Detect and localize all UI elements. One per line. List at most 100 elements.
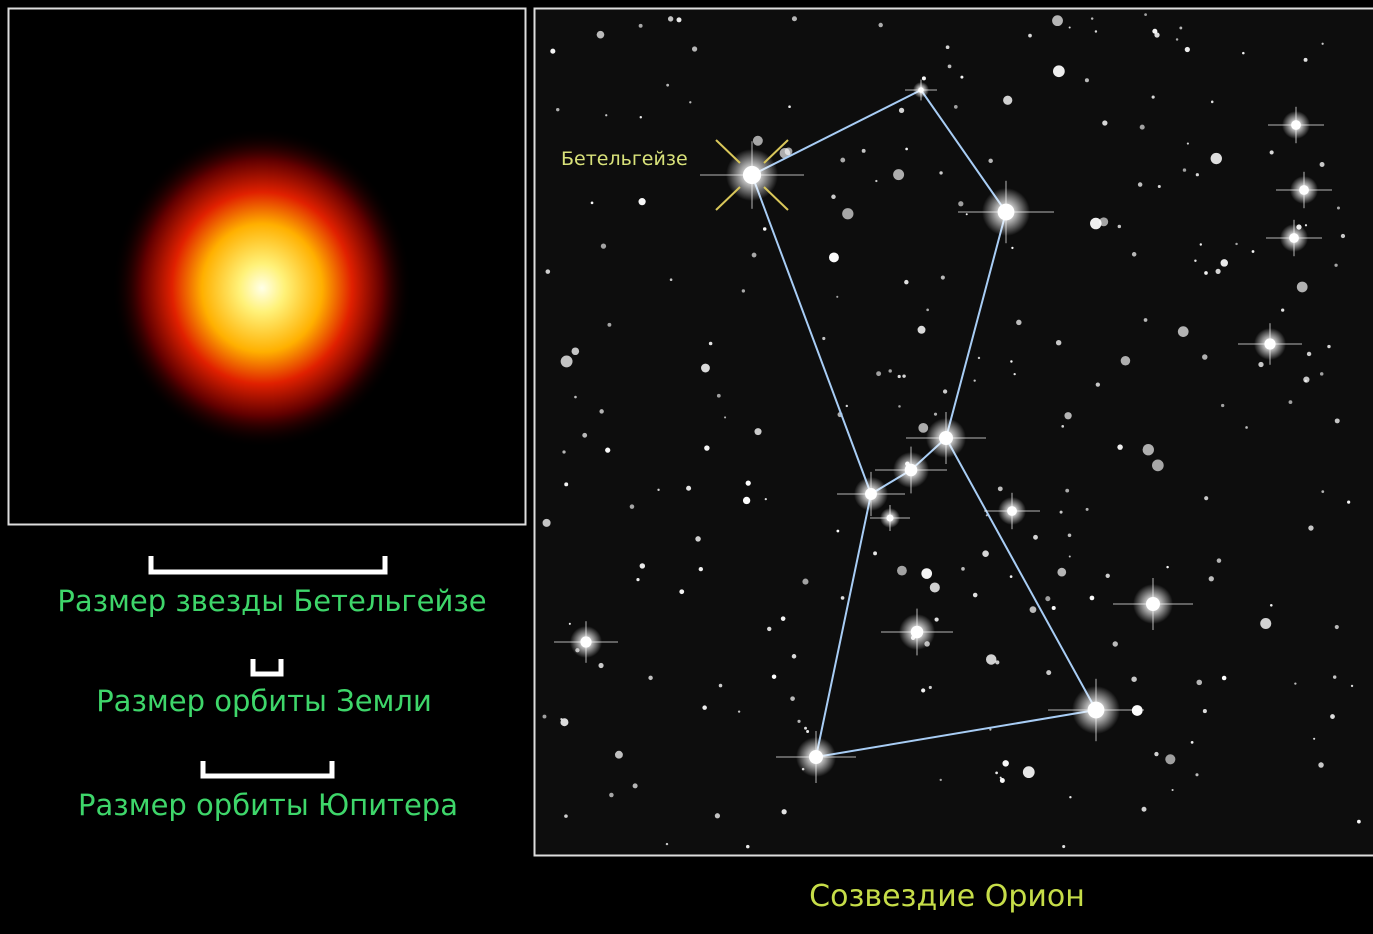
star [1000,777,1002,779]
star [966,213,968,215]
bright-star-core [1289,233,1299,243]
star [743,497,750,504]
star [1030,606,1037,613]
star [873,551,877,555]
star [1165,754,1175,764]
star [704,445,709,450]
star [918,423,928,433]
star [601,243,606,248]
star [1183,168,1186,171]
star [666,84,669,87]
star [1003,96,1012,105]
star [1196,680,1202,686]
star [1154,752,1158,756]
star [958,201,963,206]
star [1191,741,1194,744]
star [1069,796,1071,798]
star [695,536,701,542]
star [898,405,901,408]
star [564,814,568,818]
star [569,623,571,625]
star [615,751,623,759]
star [1320,372,1324,376]
star [1106,574,1110,578]
star [1152,29,1157,34]
bright-star-core [1264,338,1275,349]
star [1140,125,1145,130]
star [939,171,942,174]
star [1016,320,1021,325]
star [862,149,866,153]
star [899,108,904,113]
star [753,136,763,146]
star [657,489,659,491]
star [1321,490,1324,493]
star [724,416,726,418]
star [543,715,547,719]
star [1221,259,1228,266]
star [648,676,652,680]
star [640,116,642,118]
star [893,169,904,180]
star [1347,501,1350,504]
star [1118,225,1121,228]
star [1330,714,1335,719]
star [638,198,645,205]
star [1061,425,1064,428]
star [1131,676,1136,681]
star [701,364,710,373]
star [1335,625,1339,629]
page: Размер звезды Бетельгейзе Размер орбиты … [0,0,1373,934]
star [1322,43,1324,45]
star [948,64,952,68]
star [605,448,610,453]
star [1211,101,1214,104]
star [1335,418,1340,423]
star [943,389,947,393]
star [1281,308,1284,311]
star [831,195,836,200]
star [1334,264,1337,267]
star [804,727,807,730]
star [802,579,808,585]
star [702,705,707,710]
star [1069,555,1071,557]
star [562,450,565,453]
star [692,46,697,51]
star [717,394,721,398]
star [1357,820,1361,824]
star [1211,153,1222,164]
star [582,433,587,438]
star [1320,162,1325,167]
star [941,275,945,279]
star [1142,807,1147,812]
star [1270,604,1273,607]
star [961,567,965,571]
star [640,563,645,568]
star [1090,218,1102,230]
star [792,654,797,659]
star [1010,360,1012,362]
star [1216,269,1221,274]
star [1132,252,1137,257]
star [633,783,638,788]
scale-label: Размер звезды Бетельгейзе [57,584,486,618]
star [1178,326,1189,337]
star [905,148,908,151]
star [605,114,607,116]
star [699,567,703,571]
star [639,24,643,28]
star [1202,354,1207,359]
star [995,772,998,775]
star [1195,773,1198,776]
star [636,578,639,581]
star [1095,30,1097,32]
star [1187,143,1189,145]
caption: Созвездие Орион [809,879,1085,914]
star [738,710,740,712]
star [1028,34,1032,38]
star [926,309,929,312]
star [840,158,845,163]
star [752,253,757,258]
star [1209,576,1214,581]
